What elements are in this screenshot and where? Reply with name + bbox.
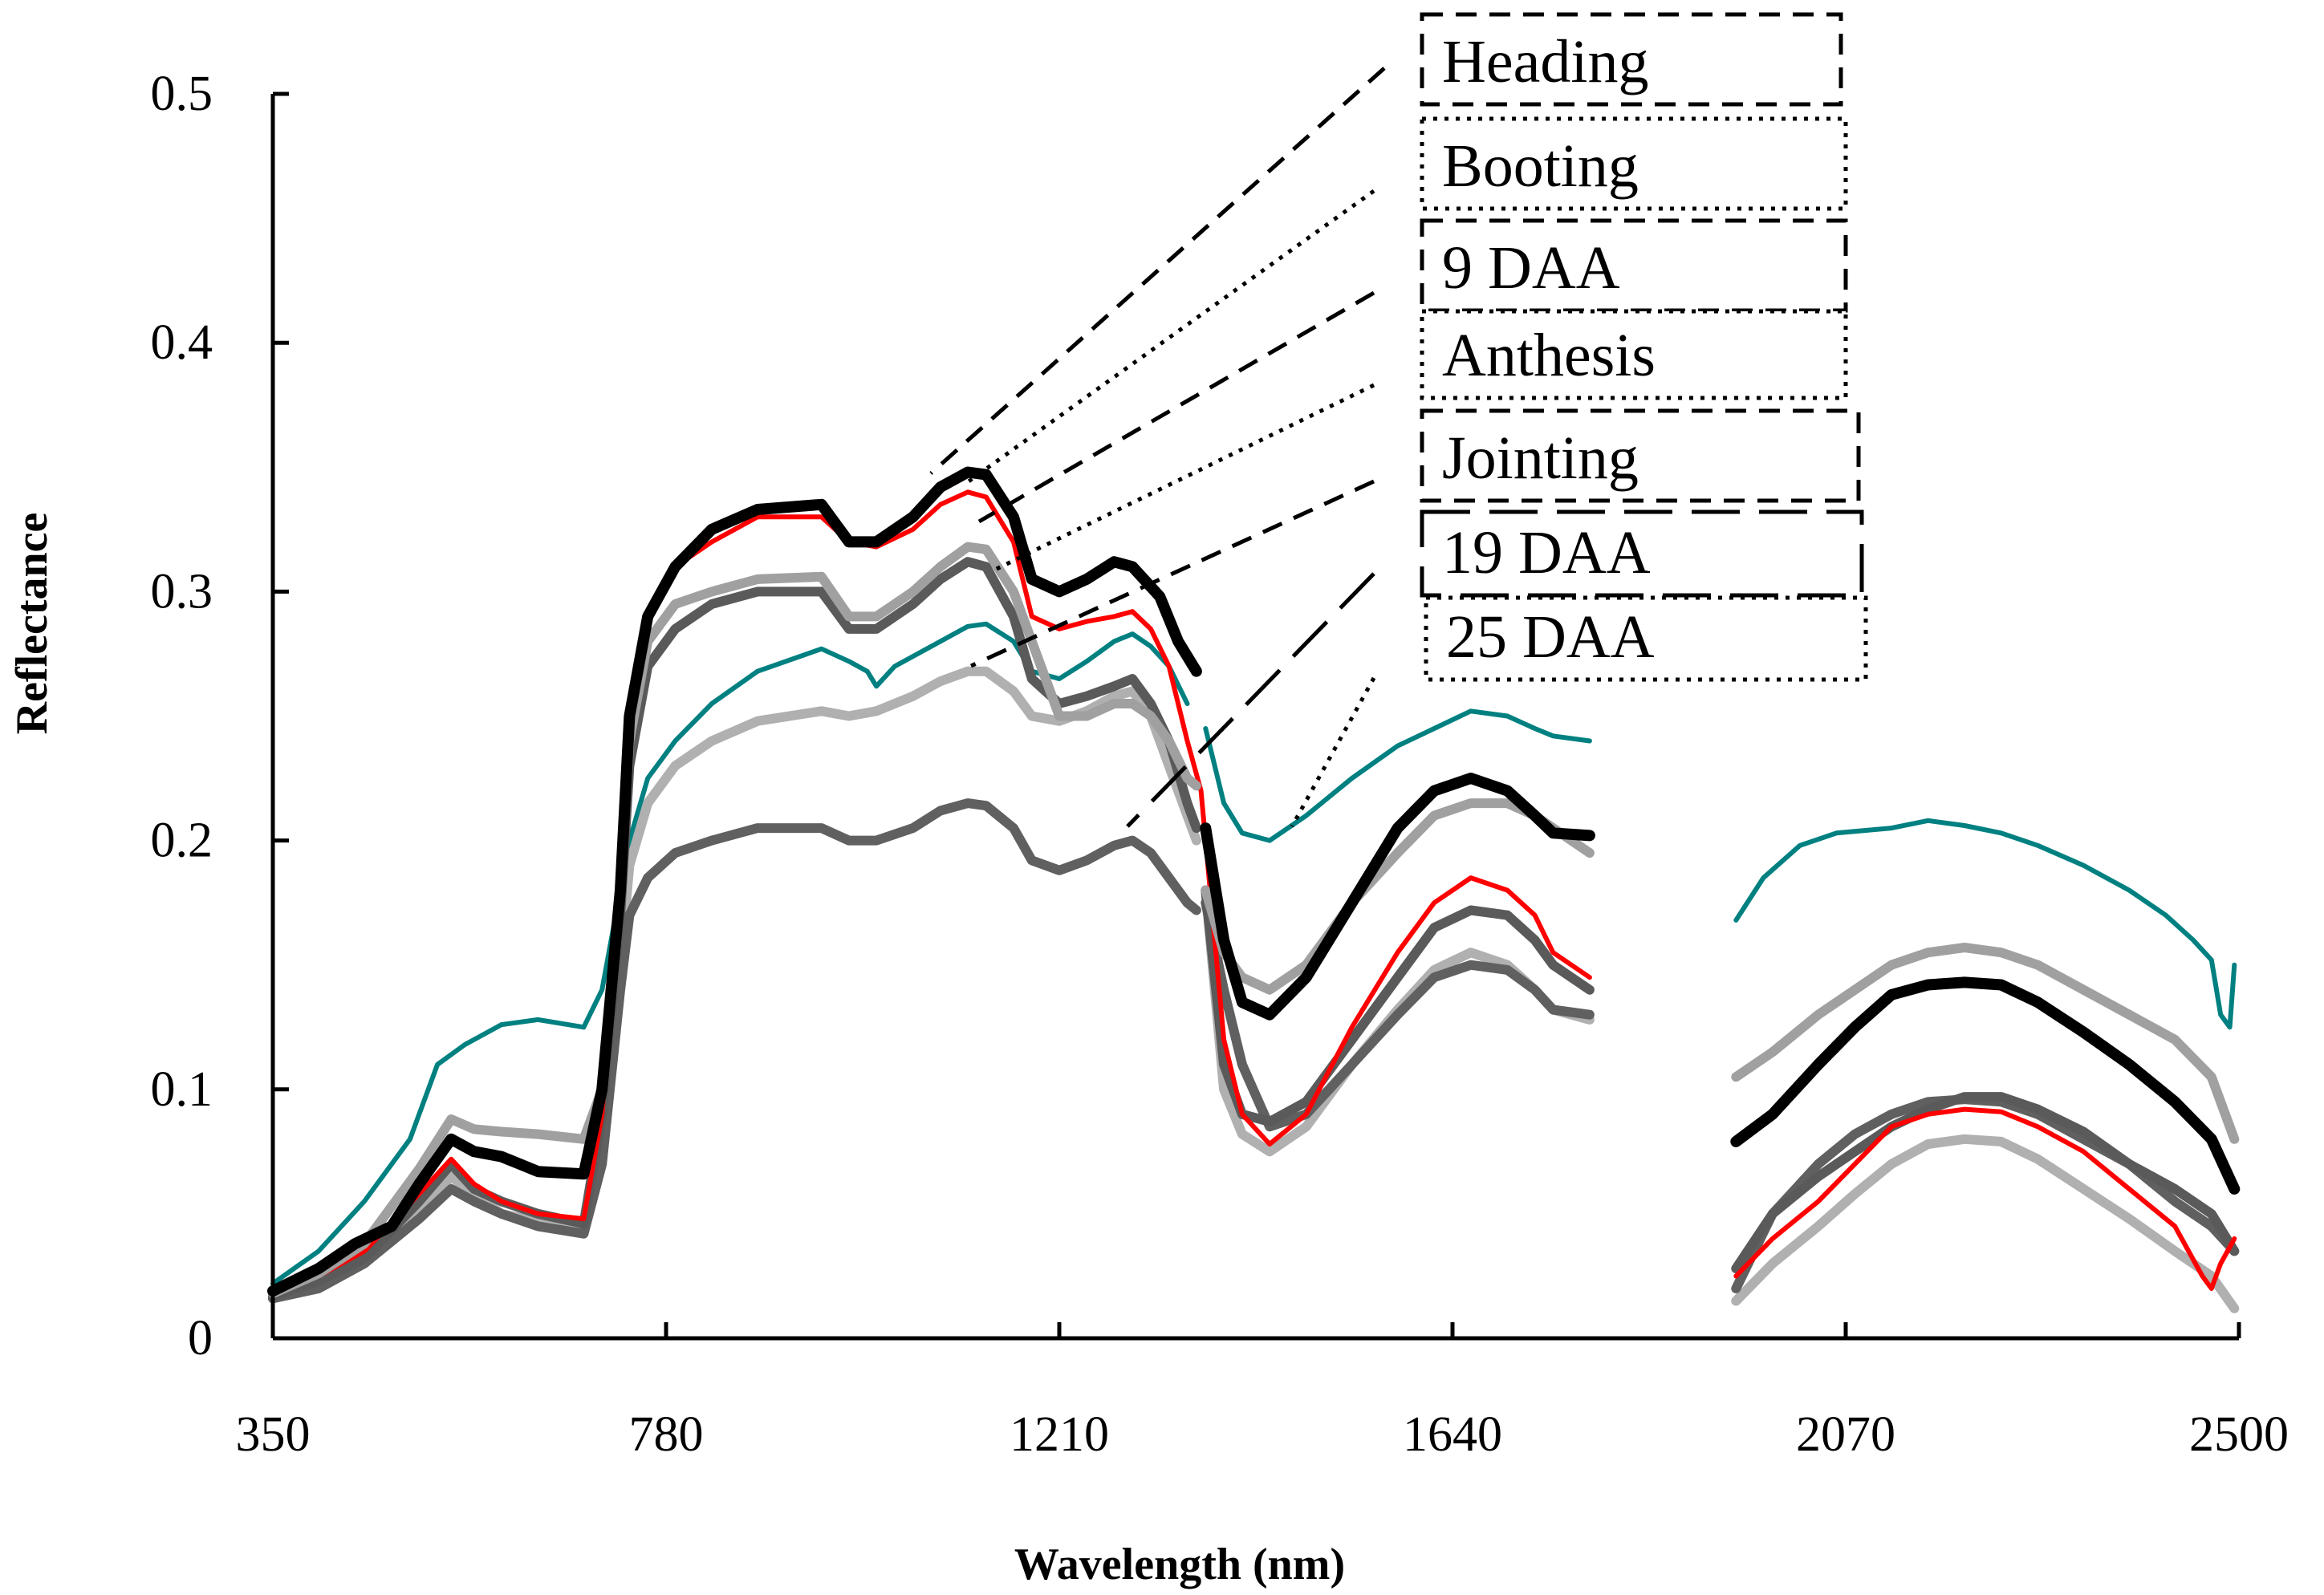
series-line-jointing-segment-2 [1203,708,1592,843]
y-tick-label-0.1: 0.1 [151,1062,213,1117]
legend-leader-19-daa [1126,572,1375,828]
series-line-heading-segment-2 [1200,773,1595,1021]
legend-label-anthesis: Anthesis [1442,322,1656,389]
legend-box-jointing [1420,408,1861,503]
legend-label-booting: Booting [1442,132,1639,200]
legend-leader-9-daa [977,290,1375,524]
series-line-anthesis-segment-3 [1731,1092,2240,1274]
x-tick-label-1210: 1210 [1010,1407,1109,1462]
legend: Heading Booting 9 DAA Anthesis Jointing 19 DA… [1420,12,1868,682]
legend-leader-heading [929,67,1386,475]
series-line-25-daa-segment-2 [1201,898,1595,1132]
legend-box-booting [1420,116,1848,211]
x-tick-label-2500: 2500 [2189,1407,2289,1462]
legend-label-heading: Heading [1442,28,1648,95]
series-line-19-daa-segment-3 [1731,1134,2240,1313]
x-axis-title: Wavelength (nm) [1014,1540,1345,1589]
series-line-25-daa-segment-1 [268,798,1201,1304]
legend-label-9-daa: 9 DAA [1442,234,1620,302]
legend-box-19-daa [1420,509,1864,598]
series-line-anthesis-segment-1 [268,557,1201,1301]
series-line-booting-segment-2 [1733,1106,2237,1291]
y-tick-label-0.3: 0.3 [151,564,213,619]
y-tick-label-0.5: 0.5 [151,67,213,121]
legend-box-9-daa [1420,218,1848,313]
x-tick-label-1640: 1640 [1403,1407,1502,1462]
y-tick-label-0: 0 [188,1311,213,1366]
legend-label-19-daa: 19 DAA [1442,519,1651,586]
legend-leader-lines [929,67,1386,828]
x-tick-label-780: 780 [629,1407,704,1462]
legend-box-heading [1420,12,1843,107]
series-line-booting-segment-1 [270,489,1592,1297]
legend-leader-jointing [969,479,1375,668]
series-line-jointing-segment-1 [270,621,1190,1286]
legend-box-25-daa [1424,595,1868,682]
legend-leader-anthesis [993,383,1375,572]
y-tick-label-0.2: 0.2 [151,814,213,868]
series-layer [267,466,2241,1313]
legend-leader-booting [961,189,1375,488]
y-axis-title: Reflectance [7,513,57,735]
legend-label-25-daa: 25 DAA [1446,603,1655,671]
axes: 350 780 1210 1640 2070 2500 0 0.1 0.2 0.3 0.4 0.5 [151,67,2289,1462]
legend-box-anthesis [1420,309,1848,400]
series-line-heading-segment-1 [267,466,1202,1297]
series-line-9-daa-segment-3 [1731,943,2240,1144]
y-tick-label-0.4: 0.4 [151,315,213,370]
series-line-jointing-segment-3 [1733,818,2237,1030]
series-line-9-daa-segment-1 [268,542,1201,1299]
x-tick-label-2070: 2070 [1796,1407,1895,1462]
x-tick-label-350: 350 [236,1407,311,1462]
legend-label-jointing: Jointing [1442,424,1639,492]
series-line-heading-segment-3 [1730,976,2241,1195]
series-line-25-daa-segment-3 [1731,1094,2240,1293]
legend-leader-25-daa [1290,676,1376,828]
